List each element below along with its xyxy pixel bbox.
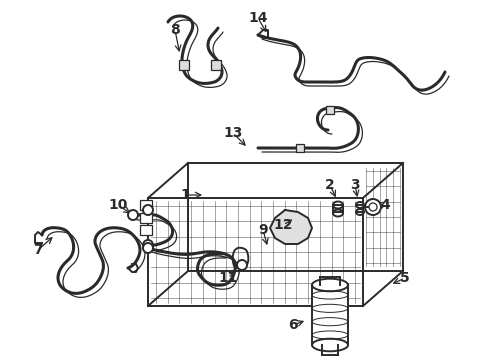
Text: 11: 11 <box>218 271 238 285</box>
Text: 4: 4 <box>380 198 390 212</box>
Bar <box>211 60 221 70</box>
Ellipse shape <box>356 202 364 208</box>
Circle shape <box>237 260 247 270</box>
Bar <box>296 144 304 152</box>
Text: 1: 1 <box>180 188 190 202</box>
Text: 6: 6 <box>288 318 298 332</box>
Circle shape <box>365 199 381 215</box>
Circle shape <box>143 240 153 250</box>
Bar <box>140 225 152 235</box>
Ellipse shape <box>356 209 364 215</box>
Ellipse shape <box>333 210 343 216</box>
Text: 7: 7 <box>33 243 43 257</box>
Bar <box>312 285 348 345</box>
Circle shape <box>369 203 377 211</box>
Bar <box>140 213 152 223</box>
Ellipse shape <box>312 339 348 351</box>
Circle shape <box>143 243 153 253</box>
Text: 10: 10 <box>108 198 128 212</box>
Circle shape <box>128 210 138 220</box>
Text: 3: 3 <box>350 178 360 192</box>
Ellipse shape <box>312 279 348 291</box>
Ellipse shape <box>333 202 343 208</box>
Circle shape <box>143 205 153 215</box>
Text: 12: 12 <box>273 218 293 232</box>
Text: 13: 13 <box>223 126 243 140</box>
Bar <box>140 200 152 210</box>
Text: 5: 5 <box>400 271 410 285</box>
Text: 14: 14 <box>248 11 268 25</box>
Text: 8: 8 <box>170 23 180 37</box>
Bar <box>179 60 189 70</box>
Text: 9: 9 <box>258 223 268 237</box>
Text: 2: 2 <box>325 178 335 192</box>
Polygon shape <box>270 210 312 244</box>
Bar <box>326 106 334 114</box>
